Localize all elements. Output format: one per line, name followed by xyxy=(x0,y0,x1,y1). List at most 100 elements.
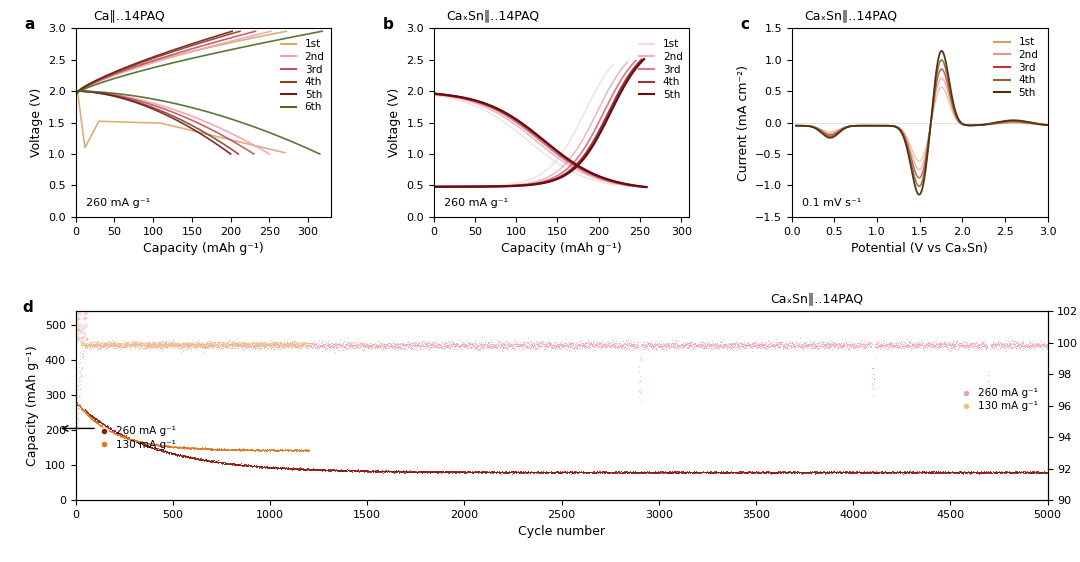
Point xyxy=(273,445,291,454)
Point xyxy=(137,342,154,351)
Point xyxy=(260,341,278,350)
Point xyxy=(395,343,413,352)
Point xyxy=(1038,340,1055,349)
Point xyxy=(413,342,430,351)
Point xyxy=(786,342,804,351)
Point xyxy=(585,342,603,351)
Point xyxy=(280,343,297,352)
Point xyxy=(966,467,983,476)
Point xyxy=(740,339,757,348)
Point xyxy=(376,466,393,475)
Point xyxy=(253,462,270,471)
Point xyxy=(788,345,806,354)
Point xyxy=(312,465,329,474)
Point xyxy=(246,446,264,455)
Point xyxy=(514,339,531,348)
Point xyxy=(753,339,770,348)
Point xyxy=(158,442,175,451)
Point xyxy=(279,446,296,455)
Point xyxy=(932,339,949,348)
Point xyxy=(494,466,511,475)
Point xyxy=(931,340,948,349)
Point xyxy=(138,440,156,449)
Point xyxy=(432,466,449,475)
Point xyxy=(849,468,866,477)
Point xyxy=(1028,342,1045,351)
Point xyxy=(647,468,664,477)
Point xyxy=(1030,466,1048,475)
Point xyxy=(419,466,436,475)
Point xyxy=(214,445,231,454)
Point xyxy=(670,466,687,475)
Point xyxy=(527,345,544,353)
Point xyxy=(164,442,181,451)
Point xyxy=(184,340,201,349)
Point xyxy=(1015,467,1032,476)
Point xyxy=(130,437,147,446)
Point xyxy=(660,468,677,477)
Point xyxy=(684,337,701,346)
Point xyxy=(823,339,840,348)
Point xyxy=(186,454,203,463)
Point xyxy=(624,341,642,350)
Point xyxy=(90,341,107,350)
Point xyxy=(437,341,455,350)
Point xyxy=(593,468,610,477)
Point xyxy=(305,342,322,351)
Point xyxy=(729,467,746,476)
Point xyxy=(160,448,177,457)
Point xyxy=(340,466,357,475)
Point xyxy=(117,341,134,350)
Point xyxy=(544,468,562,477)
Point xyxy=(172,443,189,452)
Point xyxy=(118,433,135,442)
Point xyxy=(582,468,599,477)
Point xyxy=(630,341,647,350)
Point xyxy=(335,346,352,355)
Point xyxy=(70,367,87,376)
Point xyxy=(697,467,714,476)
Point xyxy=(229,338,246,347)
Point xyxy=(888,467,905,476)
Point xyxy=(90,420,107,429)
Point xyxy=(243,445,260,454)
Point xyxy=(464,341,482,350)
Point xyxy=(186,445,203,454)
Point xyxy=(650,468,667,477)
Point xyxy=(673,468,690,477)
Point xyxy=(909,468,927,477)
Point xyxy=(432,342,449,351)
Point xyxy=(1013,467,1030,476)
Point xyxy=(308,465,325,474)
Point xyxy=(824,467,841,476)
Point xyxy=(150,340,167,349)
Point xyxy=(78,339,95,348)
Point xyxy=(189,340,206,349)
Point xyxy=(351,466,368,475)
Point xyxy=(235,446,253,455)
Point xyxy=(880,468,897,477)
Point xyxy=(608,342,625,351)
Point xyxy=(511,468,528,477)
Point xyxy=(261,341,279,350)
Point xyxy=(83,414,100,423)
Point xyxy=(278,339,295,348)
Point xyxy=(183,339,200,348)
Point xyxy=(134,341,151,350)
Point xyxy=(740,341,757,350)
Point xyxy=(256,341,273,350)
Point xyxy=(970,342,987,351)
Point xyxy=(145,443,162,452)
Point xyxy=(653,467,671,476)
Point xyxy=(635,468,652,477)
Point xyxy=(242,445,259,454)
Point xyxy=(133,339,150,348)
Point xyxy=(424,468,442,477)
Point xyxy=(767,342,784,351)
Point xyxy=(292,342,309,351)
Point xyxy=(978,342,996,351)
Point xyxy=(408,468,426,477)
Point xyxy=(153,446,171,455)
Point xyxy=(256,461,273,470)
Point xyxy=(591,339,608,348)
